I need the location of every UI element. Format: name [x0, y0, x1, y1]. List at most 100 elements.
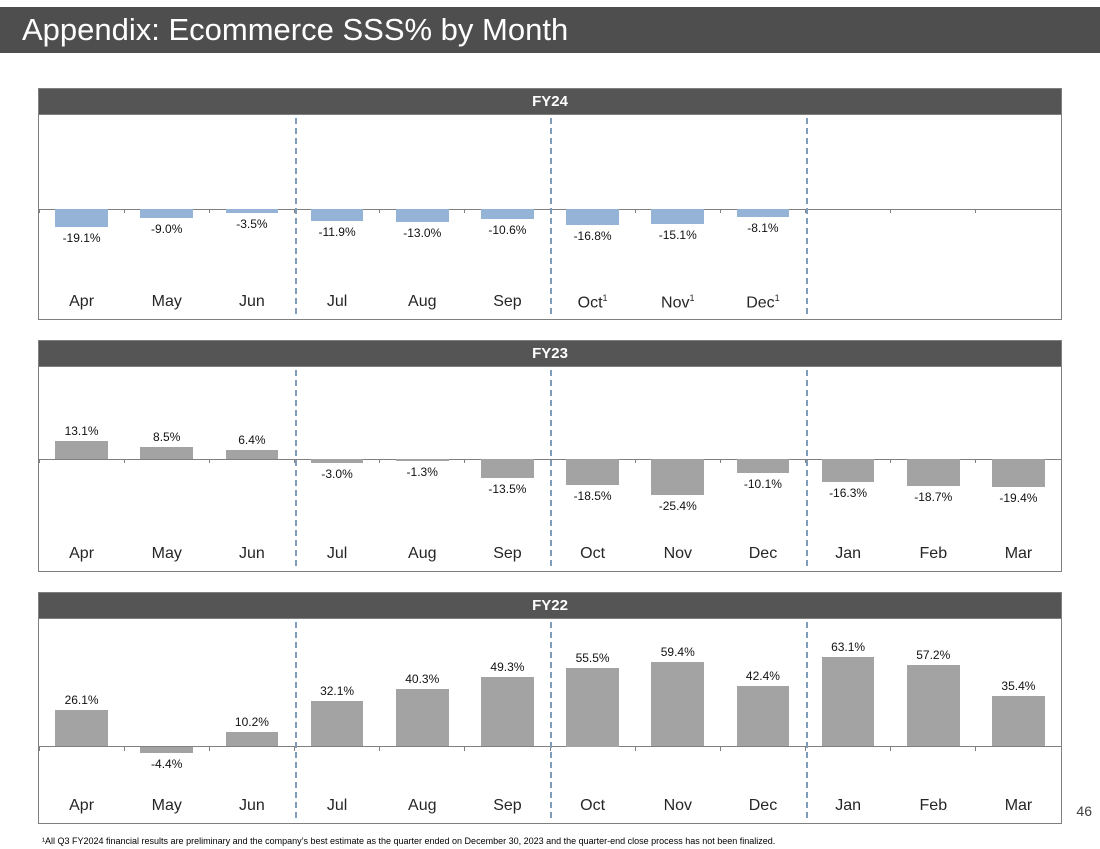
bar	[140, 209, 194, 218]
month-label	[806, 285, 891, 319]
month-label	[891, 285, 976, 319]
quarter-separator	[805, 118, 808, 314]
axis-tick	[38, 209, 40, 214]
bar	[906, 459, 960, 486]
axis-tick	[634, 459, 636, 464]
month-label-text: Jan	[835, 797, 862, 814]
quarter-separator	[294, 370, 297, 566]
axis-tick	[38, 746, 40, 751]
bar	[736, 686, 790, 747]
month-label-text: Aug	[408, 293, 437, 310]
axis-tick	[123, 459, 125, 464]
bar	[310, 459, 364, 464]
month-label: May	[124, 537, 209, 571]
bar	[395, 209, 449, 222]
month-label: Jul	[295, 285, 380, 319]
slide-title-bar: Appendix: Ecommerce SSS% by Month	[0, 7, 1100, 53]
plot-area-fy22: 26.1% -4.4% 10.2% 32.1% 40.3% 49.3% 55.5% 59.4%…	[38, 619, 1062, 818]
chart-panel-fy23: FY23 13.1% 8.5% 6.4% -3.0% -1.3% -13.5% -18.5%…	[38, 340, 1062, 572]
chart-panel-fy24: FY24 -19.1% -9.0% -3.5% -11.9% -13.0% -10.6% -…	[38, 88, 1062, 320]
chart-title-fy24: FY24	[39, 89, 1061, 115]
value-label: 42.4%	[745, 669, 780, 684]
month-label-text: Oct	[580, 797, 606, 814]
quarter-separator	[294, 622, 297, 818]
month-label-text: Sep	[493, 797, 522, 814]
quarter-separator	[550, 370, 552, 566]
axis-tick	[1060, 209, 1062, 214]
value-label: -16.8%	[573, 229, 612, 244]
bar	[55, 440, 108, 460]
quarter-separator	[550, 118, 552, 314]
month-label-text: Mar	[1004, 797, 1033, 814]
month-label-text: Jun	[239, 293, 265, 310]
month-label-text: May	[151, 293, 182, 310]
months-row-fy23: Apr May Jun Jul Aug Sep Oct Nov Dec Jan Feb Mar	[39, 537, 1061, 571]
value-label: -11.9%	[318, 224, 356, 239]
bar	[395, 689, 449, 747]
bar	[55, 209, 108, 228]
axis-tick	[719, 746, 721, 751]
value-label: 55.5%	[575, 650, 610, 665]
month-label-text: Nov	[663, 797, 693, 814]
month-label: Feb	[891, 537, 976, 571]
bar	[651, 209, 705, 224]
month-label: Sep	[465, 537, 550, 571]
value-label: -3.0%	[321, 467, 353, 482]
axis-tick	[975, 459, 977, 464]
month-label-text: Mar	[1004, 545, 1033, 562]
bar	[566, 459, 619, 486]
month-label: Jan	[806, 789, 891, 823]
value-label: -3.5%	[236, 216, 268, 231]
month-label-text: Apr	[69, 545, 95, 562]
bar	[481, 209, 534, 220]
month-label-text: Dec	[748, 545, 778, 562]
month-label-text: Nov	[663, 545, 693, 562]
axis-tick	[38, 459, 40, 464]
month-label-text: May	[151, 797, 182, 814]
bar	[651, 662, 705, 747]
month-label: Oct	[550, 537, 635, 571]
bar	[140, 746, 194, 753]
quarter-separator	[805, 622, 808, 818]
bar	[140, 447, 194, 460]
bar	[55, 709, 108, 747]
value-label: -13.5%	[488, 482, 527, 497]
value-label: -8.1%	[747, 221, 779, 236]
month-label: Nov1	[635, 285, 720, 319]
bar	[225, 732, 279, 747]
month-label-text: Jun	[239, 797, 265, 814]
axis-tick	[464, 459, 466, 464]
month-label-text: May	[151, 545, 182, 562]
value-label: -9.0%	[151, 221, 183, 236]
month-label: Jun	[209, 537, 294, 571]
plot-area-fy24: -19.1% -9.0% -3.5% -11.9% -13.0% -10.6% -16.8%…	[38, 115, 1062, 314]
value-label: -13.0%	[403, 225, 442, 240]
month-label: May	[124, 285, 209, 319]
month-label: Apr	[39, 537, 124, 571]
quarter-separator	[294, 118, 297, 314]
axis-tick	[890, 209, 892, 214]
bar	[736, 459, 790, 474]
month-label-text: Aug	[408, 797, 437, 814]
bar	[395, 459, 449, 461]
bar	[992, 459, 1045, 487]
month-label: Sep	[465, 285, 550, 319]
value-label: 35.4%	[1001, 679, 1036, 694]
month-label-text: Oct	[577, 294, 603, 312]
month-label-text: Oct	[580, 545, 606, 562]
chart-title-fy22: FY22	[39, 593, 1061, 619]
bar	[821, 459, 875, 483]
footnote: ¹All Q3 FY2024 financial results are pre…	[42, 836, 776, 846]
month-label: Aug	[380, 285, 465, 319]
month-label-text: Aug	[408, 545, 437, 562]
axis-tick	[1060, 746, 1062, 751]
quarter-separator	[550, 622, 552, 818]
month-label: Sep	[465, 789, 550, 823]
axis-tick	[719, 459, 721, 464]
bar	[481, 676, 534, 747]
month-label: Apr	[39, 285, 124, 319]
bar	[225, 450, 279, 460]
month-label-text: Jul	[326, 293, 348, 310]
value-label: -4.4%	[151, 756, 183, 771]
value-label: 40.3%	[405, 672, 440, 687]
